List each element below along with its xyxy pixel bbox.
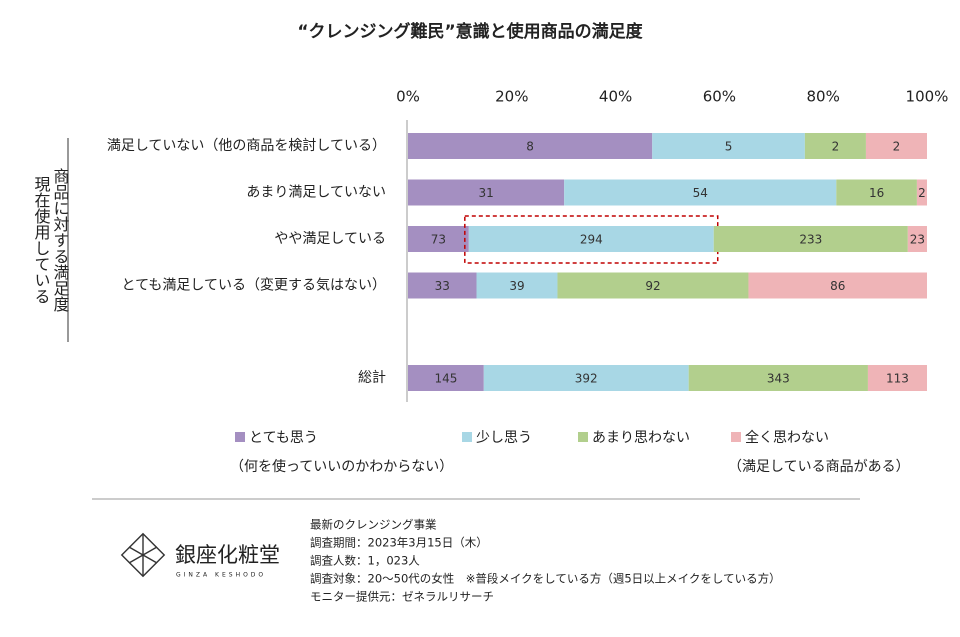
bar-segment xyxy=(408,272,477,299)
logo-mark xyxy=(120,532,166,578)
bar-segment xyxy=(483,365,689,391)
logo-text: 銀座化粧堂 xyxy=(175,543,280,567)
bar-segment xyxy=(468,226,714,252)
bar-segment xyxy=(408,179,565,206)
bar-segment xyxy=(713,226,908,252)
x-tick-label: 100% xyxy=(906,88,949,106)
value-label: 5 xyxy=(725,140,733,154)
bar-segment xyxy=(804,133,866,159)
legend-label: 全く思わない xyxy=(745,429,829,446)
value-label: 294 xyxy=(580,233,603,247)
bar-segment xyxy=(564,179,837,206)
footer-info: 調査対象：20～50代の女性 ※普段メイクをしている方（週5日以上メイクをしてい… xyxy=(310,572,781,586)
legend-label: とても思う xyxy=(249,430,318,446)
value-label: 8 xyxy=(526,140,534,154)
value-label: 113 xyxy=(886,372,909,386)
x-tick-label: 0% xyxy=(396,88,420,106)
value-label: 2 xyxy=(918,186,926,200)
footer-info: 調査期間：2023年3月15日（木） xyxy=(310,536,488,550)
x-tick-label: 60% xyxy=(703,88,736,106)
footer-info: モニター提供元：ゼネラルリサーチ xyxy=(310,590,494,604)
value-label: 392 xyxy=(575,372,598,386)
value-label: 23 xyxy=(910,233,925,247)
y-tick-label: 総計 xyxy=(358,370,386,386)
footer-info: 調査人数：1，023人 xyxy=(310,554,420,568)
legend-swatch xyxy=(578,432,588,442)
value-label: 54 xyxy=(693,186,708,200)
bar-segment xyxy=(916,179,927,206)
x-tick-label: 40% xyxy=(599,88,632,106)
y-tick-label: とても満足している（変更する気はない） xyxy=(122,277,386,294)
bar-segment xyxy=(652,133,805,159)
bar-segment xyxy=(748,272,927,299)
legend-label: あまり思わない xyxy=(592,430,690,446)
value-label: 92 xyxy=(645,279,660,293)
value-label: 33 xyxy=(435,279,450,293)
value-label: 31 xyxy=(478,186,493,200)
value-label: 343 xyxy=(767,372,790,386)
legend-note: （満足している商品がある） xyxy=(728,459,910,475)
bar-segment xyxy=(408,365,484,391)
y-tick-label: やや満足している xyxy=(274,231,386,247)
value-label: 233 xyxy=(799,233,822,247)
bar-segment xyxy=(907,226,927,252)
legend-label: 少し思う xyxy=(476,430,532,446)
legend-note: （何を使っていいのかわからない） xyxy=(230,458,453,475)
bar-segment xyxy=(865,133,927,159)
value-label: 86 xyxy=(830,279,845,293)
value-label: 73 xyxy=(431,233,446,247)
bar-segment xyxy=(867,365,927,391)
bar-segment xyxy=(557,272,749,299)
y-axis-label: 現在使用している xyxy=(32,176,51,304)
value-label: 16 xyxy=(869,186,884,200)
y-tick-label: 満足していない（他の商品を検討している） xyxy=(107,138,386,154)
logo-subtext: GINZA KESHODO xyxy=(176,572,266,579)
x-tick-label: 80% xyxy=(807,88,840,106)
value-label: 2 xyxy=(832,140,840,154)
value-label: 2 xyxy=(893,140,901,154)
bar-segment xyxy=(408,226,469,252)
chart-title: “クレンジング難民”意識と使用商品の満足度 xyxy=(297,21,643,42)
legend-swatch xyxy=(731,432,741,442)
legend-swatch xyxy=(462,432,472,442)
bar-segment xyxy=(836,179,917,206)
y-tick-label: あまり満足していない xyxy=(246,185,386,201)
legend-swatch xyxy=(235,432,245,442)
y-axis-label: 商品に対する満足度 xyxy=(51,168,70,312)
footer-info: 最新のクレンジング事業 xyxy=(310,518,437,532)
value-label: 145 xyxy=(434,372,457,386)
bar-segment xyxy=(408,133,653,159)
value-label: 39 xyxy=(509,279,524,293)
x-tick-label: 20% xyxy=(495,88,528,106)
bar-segment xyxy=(476,272,558,299)
bar-segment xyxy=(688,365,868,391)
